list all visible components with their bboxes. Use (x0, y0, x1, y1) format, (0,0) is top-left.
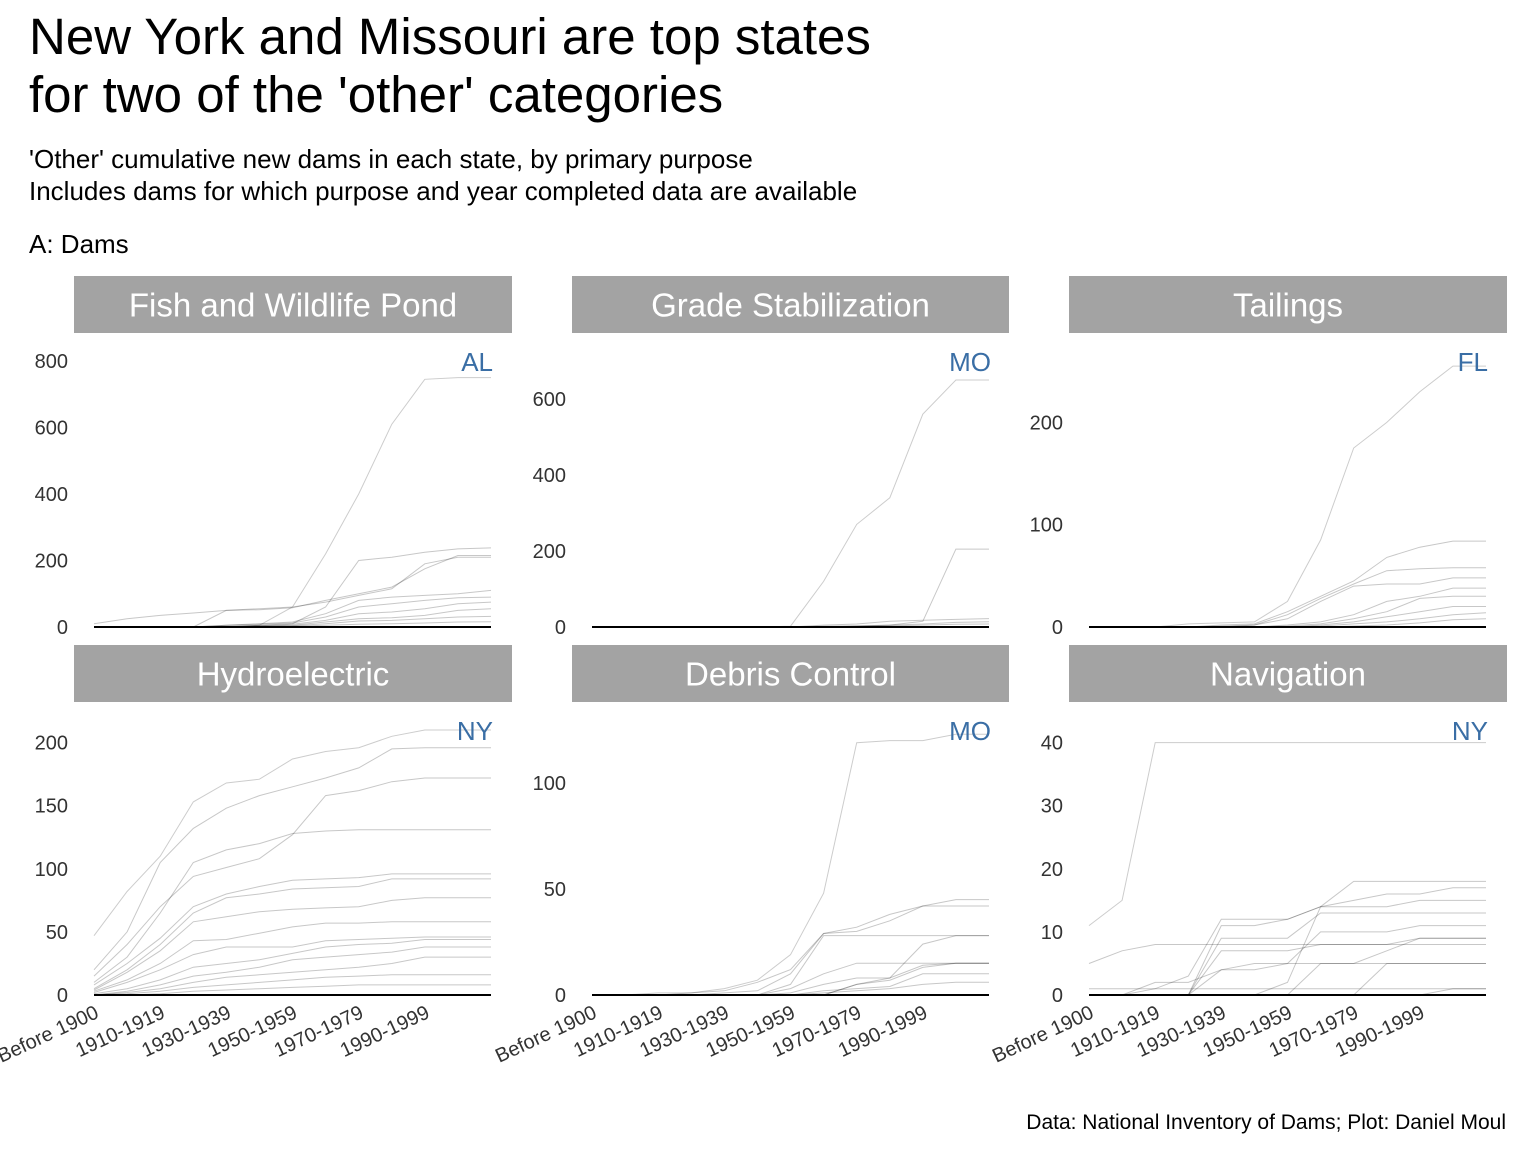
facet-panel: Tailings 0 100 200 FL (1030, 276, 1507, 639)
series-line-s5 (94, 589, 492, 628)
facet-strip-label: Tailings (1233, 287, 1343, 324)
series-line-s8 (1089, 937, 1486, 996)
series-line-MO (592, 379, 989, 628)
series-line-s3 (93, 829, 491, 983)
top-state-label: FL (1458, 347, 1488, 377)
series-line-MO (592, 733, 989, 996)
series-line-s3 (1089, 880, 1486, 996)
top-state-label: NY (457, 716, 493, 746)
series-line-s6 (93, 878, 491, 990)
y-tick-label: 0 (1052, 985, 1063, 1007)
y-tick-label: 0 (57, 617, 68, 639)
y-tick-label: 50 (544, 879, 566, 901)
chart-caption: Data: National Inventory of Dams; Plot: … (1026, 1111, 1506, 1134)
series-line-s4 (1089, 577, 1486, 628)
series-line-s11 (93, 946, 491, 996)
series-line-s5 (1089, 587, 1486, 628)
title-line-2: for two of the 'other' categories (29, 66, 724, 123)
top-state-label: AL (461, 347, 493, 377)
facet-strip (74, 276, 512, 333)
facet-panel: Grade Stabilization 0 200 400 600 MO (533, 276, 1009, 639)
y-tick-label: 30 (1041, 796, 1063, 818)
top-state-label: MO (949, 347, 991, 377)
series-line-s4 (93, 777, 491, 977)
y-tick-label: 200 (1030, 412, 1063, 434)
series-line-s12 (93, 956, 491, 996)
series-line-s10 (93, 939, 491, 995)
facet-strip (572, 645, 1009, 702)
y-tick-label: 200 (533, 541, 566, 563)
title-line-1: New York and Missouri are top states (29, 8, 871, 65)
facet-strip (1069, 645, 1507, 702)
facet-strip (572, 276, 1009, 333)
facet-panel: Fish and Wildlife Pond 0 200 400 600 800 AL (35, 276, 512, 639)
series-line-s6 (592, 962, 989, 996)
series-line-s3 (592, 905, 989, 996)
facet-strip-label: Navigation (1210, 656, 1366, 693)
y-tick-label: 0 (1052, 617, 1063, 639)
facet-strip (74, 645, 512, 702)
chart-subtitle: 'Other' cumulative new dams in each stat… (29, 143, 857, 207)
series-line-s2 (592, 548, 989, 628)
y-tick-label: 400 (35, 484, 68, 506)
y-tick-label: 100 (1030, 515, 1063, 537)
facet-strip-label: Fish and Wildlife Pond (129, 287, 457, 324)
series-line-s3 (94, 547, 492, 628)
y-tick-label: 100 (35, 859, 68, 881)
y-tick-label: 10 (1041, 922, 1063, 944)
series-line-s14 (94, 984, 491, 996)
series-line-s9 (1089, 937, 1486, 996)
series-line-s2 (1088, 944, 1486, 964)
series-line-s7 (592, 962, 989, 996)
series-line-s9 (93, 936, 491, 993)
facet-strip (1069, 276, 1507, 333)
y-tick-label: 600 (533, 389, 566, 411)
y-tick-label: 800 (35, 351, 68, 373)
series-line-FL (1089, 365, 1486, 628)
facet-strip-label: Grade Stabilization (651, 287, 930, 324)
y-tick-label: 100 (533, 773, 566, 795)
y-tick-label: 600 (35, 418, 68, 440)
y-tick-label: 0 (555, 617, 566, 639)
series-line-s8 (592, 962, 989, 996)
top-state-label: NY (1452, 716, 1488, 746)
y-tick-label: 0 (57, 985, 68, 1007)
subtitle-line-2: Includes dams for which purpose and year… (29, 176, 858, 206)
series-line-s2 (93, 747, 491, 971)
series-line-s5 (93, 873, 491, 986)
series-line-s4 (1089, 887, 1486, 996)
series-line-s8 (93, 921, 491, 992)
series-line-s2 (93, 555, 491, 625)
y-tick-label: 20 (1041, 859, 1063, 881)
y-tick-label: 0 (555, 985, 566, 1007)
series-line-AL (94, 377, 491, 628)
y-tick-label: 400 (533, 465, 566, 487)
y-tick-label: 200 (35, 551, 68, 573)
series-line-s7 (93, 897, 491, 991)
top-state-label: MO (949, 716, 991, 746)
series-line-NY (93, 729, 491, 936)
series-line-s7 (1089, 606, 1486, 628)
facet-strip-label: Debris Control (685, 656, 896, 693)
subtitle-line-1: 'Other' cumulative new dams in each stat… (29, 144, 753, 174)
series-line-s5 (1089, 899, 1486, 996)
facet-strip-label: Hydroelectric (197, 656, 390, 693)
y-tick-label: 50 (46, 922, 68, 944)
y-tick-label: 200 (35, 733, 68, 755)
series-line-s2 (1089, 540, 1486, 628)
y-tick-label: 40 (1041, 733, 1063, 755)
series-line-s10 (1089, 963, 1486, 996)
y-tick-label: 150 (35, 796, 68, 818)
series-line-s13 (93, 974, 491, 996)
series-line-s2 (592, 899, 989, 996)
series-line-NY (1088, 742, 1486, 926)
plot-tag: A: Dams (29, 229, 129, 259)
chart-title: New York and Missouri are top states for… (29, 8, 871, 124)
